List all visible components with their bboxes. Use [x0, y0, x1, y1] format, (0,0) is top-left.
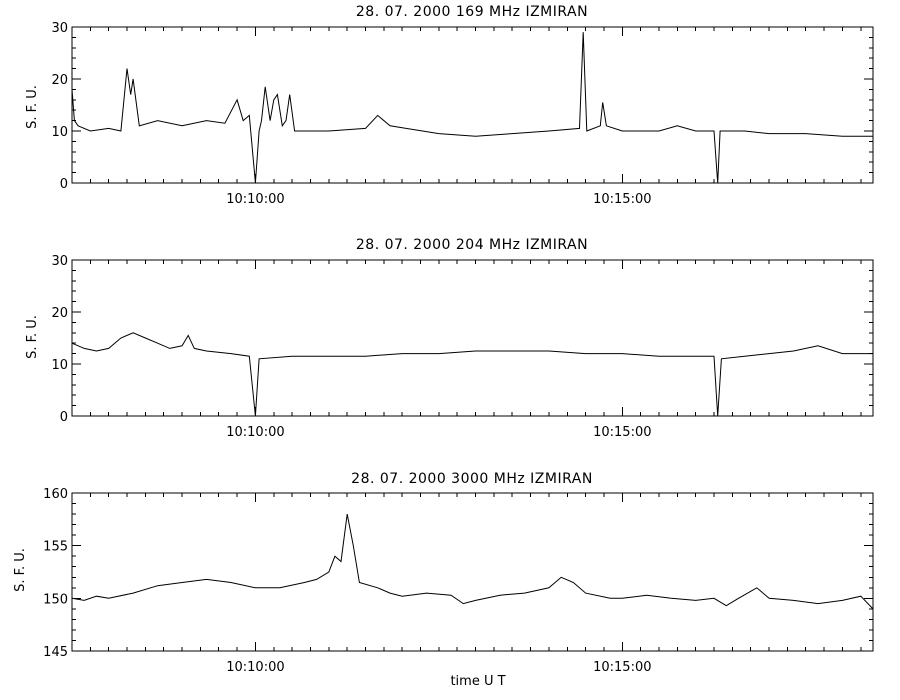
x-tick-label: 10:15:00 [593, 192, 651, 207]
y-tick-label: 150 [43, 592, 68, 607]
axis-ticks [71, 26, 873, 184]
x-tick-label: 10:15:00 [593, 425, 651, 440]
panel-3000mhz: 28. 07. 2000 3000 MHz IZMIRAN S. F. U. 1… [13, 471, 874, 689]
x-tick-label: 10:10:00 [226, 660, 284, 675]
plot-frame [71, 259, 874, 417]
y-tick-label: 10 [51, 358, 68, 373]
axis-ticks [71, 259, 873, 417]
y-axis-label: S. F. U. [25, 315, 40, 359]
y-tick-label: 0 [60, 177, 68, 192]
panel-169mhz: 28. 07. 2000 169 MHz IZMIRAN S. F. U. 0 1… [25, 4, 874, 207]
plot-frame [71, 492, 874, 652]
x-tick-label: 10:10:00 [226, 425, 284, 440]
y-tick-label: 30 [51, 254, 68, 269]
x-axis-label: time U T [450, 674, 505, 689]
y-tick-label: 145 [43, 645, 68, 660]
panel-title: 28. 07. 2000 169 MHz IZMIRAN [356, 4, 588, 20]
axis-ticks [71, 492, 873, 652]
tick-labels: 145 150 155 160 10:10:00 10:15:00 [43, 487, 651, 675]
x-tick-label: 10:15:00 [593, 660, 651, 675]
flux-series-line [71, 32, 873, 184]
y-tick-label: 20 [51, 73, 68, 88]
y-tick-label: 20 [51, 306, 68, 321]
y-tick-label: 155 [43, 540, 68, 555]
panel-204mhz: 28. 07. 2000 204 MHz IZMIRAN S. F. U. 0 1… [25, 237, 874, 440]
panel-title: 28. 07. 2000 204 MHz IZMIRAN [356, 237, 588, 253]
y-tick-label: 0 [60, 410, 68, 425]
y-tick-label: 30 [51, 21, 68, 36]
tick-labels: 0 10 20 30 10:10:00 10:15:00 [51, 254, 651, 440]
plot-frame [71, 26, 874, 184]
panel-title: 28. 07. 2000 3000 MHz IZMIRAN [351, 471, 593, 487]
y-tick-label: 10 [51, 125, 68, 140]
flux-series-line [71, 514, 874, 610]
tick-labels: 0 10 20 30 10:10:00 10:15:00 [51, 21, 651, 207]
flux-series-line [71, 332, 873, 417]
y-tick-label: 160 [43, 487, 68, 502]
x-tick-label: 10:10:00 [226, 192, 284, 207]
y-axis-label: S. F. U. [13, 548, 28, 592]
y-axis-label: S. F. U. [25, 85, 40, 129]
